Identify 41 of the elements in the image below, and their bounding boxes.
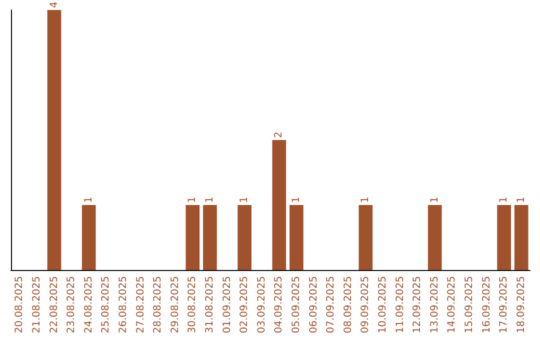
x-tick-label: 21.08.2025 <box>31 276 42 334</box>
x-tick-label: 13.09.2025 <box>429 276 440 334</box>
x-tick-label: 09.09.2025 <box>360 276 372 334</box>
data-label: 4 <box>48 2 60 8</box>
x-tick-label: 30.08.2025 <box>187 276 198 334</box>
data-label: 1 <box>498 196 510 203</box>
x-tick-label: 17.09.2025 <box>498 276 510 334</box>
x-tick-label: 31.08.2025 <box>204 276 216 334</box>
x-tick-label: 03.09.2025 <box>256 276 268 334</box>
x-tick-label: 26.08.2025 <box>118 276 129 334</box>
x-tick-label: 28.08.2025 <box>152 276 164 334</box>
x-tick-label: 02.09.2025 <box>239 276 250 334</box>
data-label: 1 <box>516 196 527 203</box>
x-tick-label: 11.09.2025 <box>394 276 406 334</box>
x-tick-label: 06.09.2025 <box>308 276 320 334</box>
x-tick-label: 05.09.2025 <box>290 276 302 334</box>
x-tick-label: 22.08.2025 <box>48 276 60 334</box>
x-tick-label: 20.08.2025 <box>14 276 26 334</box>
x-tick-label: 14.09.2025 <box>446 276 458 334</box>
x-tick-label: 16.09.2025 <box>481 276 492 334</box>
data-label: 1 <box>429 196 440 203</box>
x-tick-label: 08.09.2025 <box>342 276 354 334</box>
data-label: 1 <box>360 196 372 203</box>
x-tick-label: 10.09.2025 <box>377 276 388 334</box>
x-tick-label: 04.09.2025 <box>274 276 285 334</box>
x-tick-label: 12.09.2025 <box>412 276 424 334</box>
data-label: 1 <box>290 196 302 203</box>
x-tick-label: 25.08.2025 <box>100 276 112 334</box>
x-tick-label: 18.09.2025 <box>516 276 527 334</box>
x-tick-label: 07.09.2025 <box>326 276 337 334</box>
data-label: 2 <box>274 132 285 138</box>
x-tick-label: 24.08.2025 <box>83 276 94 334</box>
x-tick-label: 15.09.2025 <box>464 276 475 334</box>
x-tick-label: 29.08.2025 <box>170 276 181 334</box>
data-label: 1 <box>187 196 198 203</box>
x-tick-label: 27.08.2025 <box>135 276 146 334</box>
data-label: 1 <box>239 196 250 203</box>
x-tick-label: 01.09.2025 <box>222 276 233 334</box>
data-label: 1 <box>83 196 94 203</box>
x-tick-label: 23.08.2025 <box>66 276 78 334</box>
data-label: 1 <box>204 196 216 203</box>
